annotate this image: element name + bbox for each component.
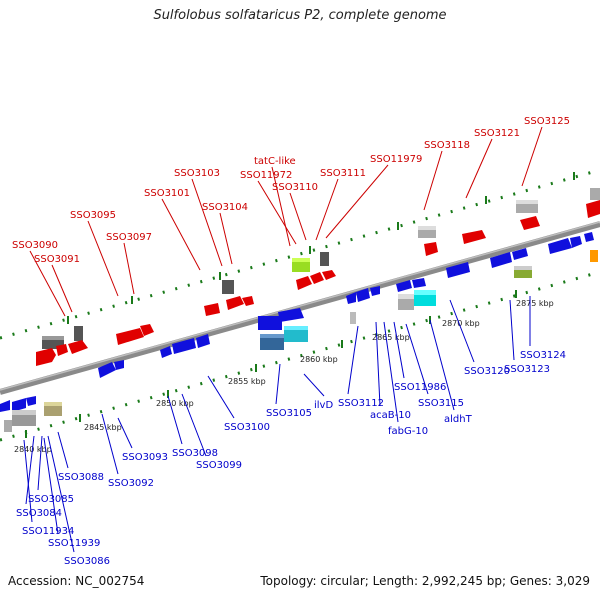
bottom-gene-label: ilvD	[314, 400, 333, 411]
bottom-gene-label: SSO3093	[122, 452, 168, 463]
bottom-gene-label: SSO3092	[108, 478, 154, 489]
top-gene-label-leader	[87, 220, 119, 297]
bottom-gene-label-leader	[429, 319, 455, 411]
bottom-gene-label-leader	[509, 299, 515, 361]
bottom-gene-label-leader	[405, 323, 429, 395]
bottom-gene-label-leader	[347, 325, 359, 395]
bottom-gene-label-leader	[167, 395, 183, 445]
bottom-gene-label-leader	[101, 413, 119, 475]
top-gene-label-leader	[51, 264, 73, 313]
bottom-strand-features	[0, 232, 598, 432]
bottom-gene-label-leader	[303, 373, 325, 397]
bottom-gene-label: SSO3112	[338, 398, 384, 409]
bottom-gene-label-leader	[43, 437, 59, 535]
bottom-gene-label-leader	[449, 299, 475, 363]
bottom-gene-label: SSO3115	[418, 398, 464, 409]
scale-tick-label: 2850 kbp	[156, 399, 194, 408]
top-gene-label: SSO11972	[240, 170, 292, 181]
bottom-gene-label-leader	[181, 393, 207, 457]
scale-tick-label: 2870 kbp	[442, 319, 480, 328]
scale-tick-label: 2855 kbp	[228, 377, 266, 386]
bottom-gene-label: SSO3088	[58, 472, 104, 483]
map-title: Sulfolobus solfataricus P2, complete gen…	[153, 8, 447, 23]
top-gene-label: SSO3101	[144, 188, 190, 199]
bottom-gene-label: SSO3084	[16, 508, 62, 519]
bottom-gene-label: SSO3099	[196, 460, 242, 471]
bottom-gene-label: SSO11939	[48, 538, 100, 549]
top-gene-label-leader	[271, 166, 291, 247]
bottom-gene-label: SSO11934	[22, 526, 74, 537]
bottom-gene-label: SSO3123	[504, 364, 550, 375]
top-gene-label: SSO3090	[12, 240, 58, 251]
bottom-gene-label-leader	[383, 321, 399, 423]
bottom-gene-label-leader	[25, 435, 35, 505]
scale-tick-label: 2845 kbp	[84, 423, 122, 432]
bottom-gene-label: SSO3120	[464, 366, 510, 377]
top-gene-label: SSO3111	[320, 168, 366, 179]
top-gene-label-leader	[521, 126, 543, 187]
top-gene-label: SSO3121	[474, 128, 520, 139]
bottom-gene-label-leader	[37, 435, 43, 491]
top-gene-label-leader	[423, 150, 443, 211]
top-gene-label: SSO11979	[370, 154, 422, 165]
top-gene-label: SSO3103	[174, 168, 220, 179]
top-gene-label: SSO3095	[70, 210, 116, 221]
bottom-gene-label: acaB-10	[370, 410, 411, 421]
bottom-gene-label: SSO3085	[28, 494, 74, 505]
leader-lines	[23, 126, 543, 553]
gene-labels: SSO3090 SSO3091 SSO3095 SSO3097 SSO3101 SSO31…	[12, 116, 570, 567]
scale-tick-label: 2875 kbp	[516, 299, 554, 308]
bottom-gene-label: SSO3124	[520, 350, 566, 361]
topology-summary: Topology: circular; Length: 2,992,245 bp…	[260, 574, 590, 588]
bottom-gene-label: SSO3098	[172, 448, 218, 459]
top-gene-label: SSO3118	[424, 140, 470, 151]
bottom-gene-label: SSO11986	[394, 382, 446, 393]
bottom-gene-label: SSO3100	[224, 422, 270, 433]
bottom-gene-label: SSO3086	[64, 556, 110, 567]
accession-text: Accession: NC_002754	[8, 574, 145, 588]
bottom-gene-label: aldhT	[444, 414, 473, 425]
bottom-gene-label-leader	[207, 375, 235, 419]
top-gene-label: SSO3125	[524, 116, 570, 127]
top-gene-label: SSO3097	[106, 232, 152, 243]
top-gene-label-leader	[161, 198, 201, 271]
top-gene-label-leader	[29, 250, 66, 317]
bottom-gene-label-leader	[393, 321, 405, 379]
bottom-gene-label-leader	[47, 435, 75, 553]
bottom-gene-label-leader	[57, 431, 69, 469]
top-gene-label: SSO3091	[34, 254, 80, 265]
top-strand-features	[36, 188, 600, 366]
scale-tick-label: 2860 kbp	[300, 355, 338, 364]
bottom-gene-label-leader	[117, 417, 133, 449]
top-gene-label-leader	[219, 212, 233, 265]
top-gene-label: tatC-like	[254, 156, 296, 167]
bottom-gene-label: SSO3105	[266, 408, 312, 419]
top-gene-label-leader	[123, 242, 135, 295]
top-gene-label-leader	[325, 164, 389, 239]
top-gene-label: SSO3104	[202, 202, 248, 213]
top-gene-label-leader	[257, 180, 297, 245]
bottom-gene-label-leader	[23, 439, 33, 523]
bottom-gene-label-leader	[375, 321, 381, 407]
top-gene-label-leader	[465, 138, 493, 199]
top-gene-label-leader	[315, 178, 339, 241]
top-gene-label: SSO3110	[272, 182, 318, 193]
scale-tick-label: 2865 kbp	[372, 333, 410, 342]
bottom-gene-label: fabG-10	[388, 426, 428, 437]
top-gene-label-leader	[289, 192, 307, 241]
bottom-gene-label-leader	[275, 363, 281, 405]
top-gene-label-leader	[191, 178, 223, 267]
